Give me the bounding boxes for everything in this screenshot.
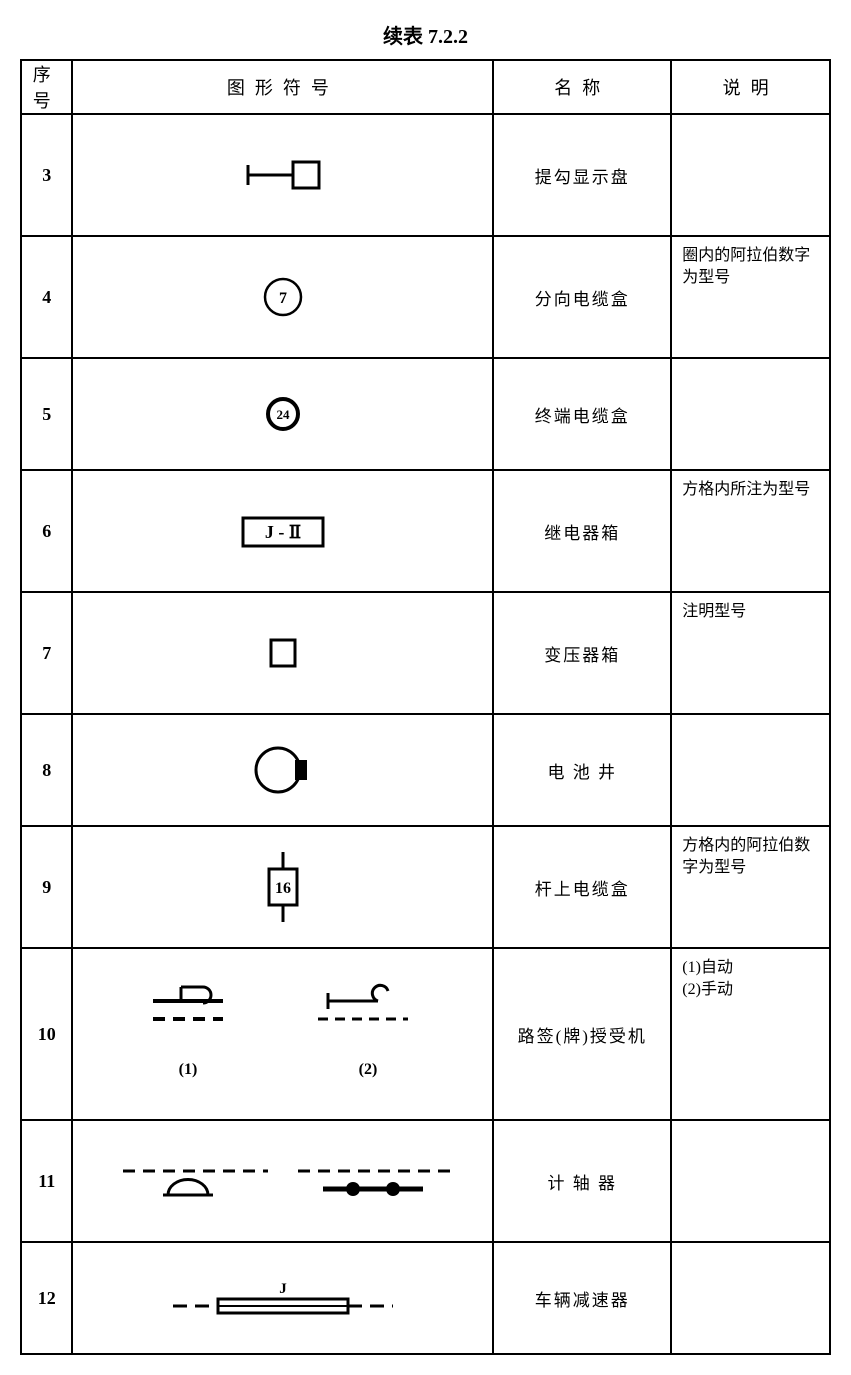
name-cell: 提勾显示盘	[493, 114, 671, 236]
table-row: 5 24 终端电缆盒	[21, 358, 830, 470]
seq-cell: 7	[21, 592, 72, 714]
desc-cell	[671, 1120, 830, 1242]
name-cell: 车辆减速器	[493, 1242, 671, 1354]
name-cell: 计 轴 器	[493, 1120, 671, 1242]
symbol-cell: J	[72, 1242, 493, 1354]
symbol-cell	[72, 114, 493, 236]
name-cell: 杆上电缆盒	[493, 826, 671, 948]
circle-side-icon	[243, 740, 323, 800]
table-row: 11 计 轴 器	[21, 1120, 830, 1242]
seq-cell: 4	[21, 236, 72, 358]
table-row: 12 J 车辆减速器	[21, 1242, 830, 1354]
table-row: 7 变压器箱 注明型号	[21, 592, 830, 714]
seq-cell: 11	[21, 1120, 72, 1242]
header-name: 名称	[493, 60, 671, 114]
table-row: 10 (1)	[21, 948, 830, 1120]
symbol-cell: (1) (2)	[72, 948, 493, 1120]
seq-cell: 6	[21, 470, 72, 592]
axle-counter-icon	[93, 1151, 473, 1211]
desc-cell	[671, 714, 830, 826]
table-title: 续表 7.2.2	[20, 20, 831, 49]
seq-cell: 8	[21, 714, 72, 826]
pole-box-icon: 16	[253, 847, 313, 927]
symbol-cell: 7	[72, 236, 493, 358]
name-cell: 终端电缆盒	[493, 358, 671, 470]
symbol-cell	[72, 1120, 493, 1242]
seq-cell: 3	[21, 114, 72, 236]
table-row: 6 J - Ⅱ 继电器箱 方格内所注为型号	[21, 470, 830, 592]
name-cell: 变压器箱	[493, 592, 671, 714]
desc-cell	[671, 114, 830, 236]
symbol-cell: 16	[72, 826, 493, 948]
name-cell: 继电器箱	[493, 470, 671, 592]
table-row: 4 7 分向电缆盒 圈内的阿拉伯数字为型号	[21, 236, 830, 358]
retarder-icon: J	[153, 1271, 413, 1326]
desc-cell: (1)自动 (2)手动	[671, 948, 830, 1120]
desc-cell: 圈内的阿拉伯数字为型号	[671, 236, 830, 358]
small-rect-icon	[253, 628, 313, 678]
seq-cell: 5	[21, 358, 72, 470]
name-cell: 电 池 井	[493, 714, 671, 826]
header-desc: 说明	[671, 60, 830, 114]
circle-solid-icon: 24	[253, 389, 313, 439]
desc-cell	[671, 358, 830, 470]
rect-label-icon: J - Ⅱ	[228, 506, 338, 556]
header-symbol: 图形符号	[72, 60, 493, 114]
symbol-cell: 24	[72, 358, 493, 470]
symbol-cell	[72, 714, 493, 826]
hook-display-icon	[223, 150, 343, 200]
header-seq: 序号	[21, 60, 72, 114]
svg-text:24: 24	[276, 407, 290, 422]
svg-text:(1): (1)	[179, 1061, 198, 1078]
svg-text:J - Ⅱ: J - Ⅱ	[265, 522, 301, 542]
symbol-cell: J - Ⅱ	[72, 470, 493, 592]
circle-open-icon: 7	[253, 272, 313, 322]
svg-text:7: 7	[279, 290, 287, 307]
desc-cell: 注明型号	[671, 592, 830, 714]
table-row: 8 电 池 井	[21, 714, 830, 826]
name-cell: 路签(牌)授受机	[493, 948, 671, 1120]
header-row: 序号 图形符号 名称 说明	[21, 60, 830, 114]
svg-text:J: J	[279, 1281, 287, 1297]
table-row: 9 16 杆上电缆盒 方格内的阿拉伯数字为型号	[21, 826, 830, 948]
symbol-cell	[72, 592, 493, 714]
symbol-table: 序号 图形符号 名称 说明 3 提勾显示盘 4	[20, 59, 831, 1355]
seq-cell: 9	[21, 826, 72, 948]
desc-cell: 方格内所注为型号	[671, 470, 830, 592]
seq-cell: 10	[21, 948, 72, 1120]
desc-cell	[671, 1242, 830, 1354]
svg-text:(2): (2)	[359, 1061, 378, 1078]
svg-text:16: 16	[275, 880, 291, 897]
table-row: 3 提勾显示盘	[21, 114, 830, 236]
token-machine-icon: (1) (2)	[93, 969, 473, 1099]
seq-cell: 12	[21, 1242, 72, 1354]
name-cell: 分向电缆盒	[493, 236, 671, 358]
desc-cell: 方格内的阿拉伯数字为型号	[671, 826, 830, 948]
